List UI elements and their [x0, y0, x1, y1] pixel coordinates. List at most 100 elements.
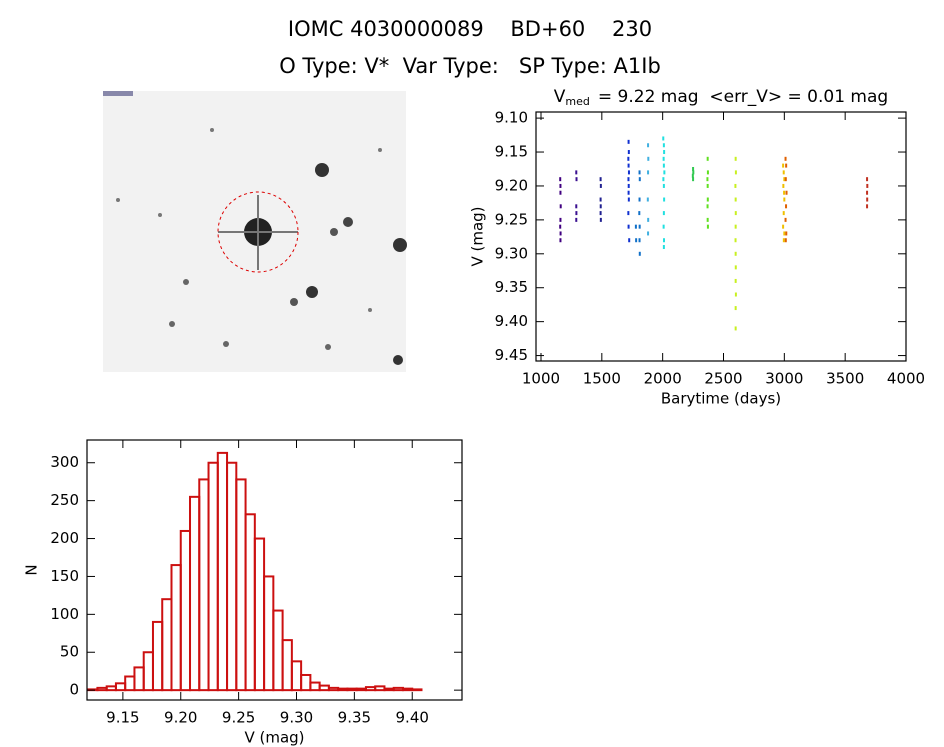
x-tick-label: 3500: [826, 370, 864, 388]
histogram-bar: [244, 513, 256, 692]
y-tick-label: 100: [50, 605, 79, 623]
data-point: [662, 245, 665, 250]
data-point: [559, 224, 562, 229]
data-point: [663, 170, 666, 175]
data-point: [647, 217, 650, 222]
data-point: [866, 204, 869, 209]
data-point: [734, 292, 737, 297]
data-point: [706, 177, 709, 182]
y-tick-label: 9.15: [495, 143, 528, 161]
data-point: [662, 224, 665, 229]
x-tick-label: 1500: [583, 370, 621, 388]
data-point: [784, 217, 787, 222]
histogram-bar: [374, 685, 386, 692]
x-tick-label: 9.30: [280, 709, 313, 727]
data-point: [734, 156, 737, 161]
histogram-bar: [364, 686, 377, 692]
data-point: [734, 224, 737, 229]
y-tick-label: 0: [69, 681, 79, 699]
data-point: [575, 217, 578, 222]
x-tick-label: 9.20: [164, 709, 197, 727]
data-point: [692, 177, 695, 182]
data-point: [638, 224, 641, 229]
y-tick-label: 150: [50, 567, 79, 585]
y-tick-label: 9.30: [495, 244, 528, 262]
histogram-bar: [124, 675, 136, 692]
star-field-image: [103, 91, 407, 372]
data-point: [662, 177, 665, 182]
data-point: [663, 150, 666, 155]
data-point: [662, 183, 665, 188]
data-point: [866, 183, 869, 188]
data-point: [599, 217, 602, 222]
histogram-bar: [142, 651, 154, 692]
data-point: [734, 197, 737, 202]
data-point: [782, 211, 785, 216]
histogram-bar: [105, 685, 117, 692]
y-tick-label: 9.20: [495, 176, 528, 194]
data-point: [634, 224, 637, 229]
y-tick-label: 9.10: [495, 109, 528, 127]
y-axis-label: V (mag): [469, 206, 487, 266]
x-tick-label: 9.40: [396, 709, 429, 727]
data-point: [783, 190, 786, 195]
y-axis-label: N: [23, 564, 41, 575]
histogram-bar: [96, 686, 108, 692]
data-point: [599, 211, 602, 216]
data-point: [866, 177, 869, 182]
histogram-bar: [300, 673, 312, 692]
x-axis-label: V (mag): [244, 729, 304, 747]
data-point: [785, 190, 788, 195]
histogram-bar: [337, 687, 349, 692]
x-tick-label: 9.35: [338, 709, 371, 727]
histogram-bar: [281, 639, 293, 692]
data-point: [734, 211, 737, 216]
data-point: [599, 177, 602, 182]
histogram-bar: [253, 537, 266, 692]
data-point: [575, 177, 578, 182]
histogram-bar: [318, 684, 330, 692]
data-point: [627, 211, 630, 216]
data-point: [638, 177, 641, 182]
data-point: [782, 238, 785, 243]
data-point: [662, 143, 665, 148]
data-point: [662, 156, 665, 161]
data-point: [692, 166, 695, 171]
histogram-bar: [216, 451, 229, 692]
data-point: [575, 211, 578, 216]
histogram-bar: [327, 686, 340, 692]
x-tick-label: 4000: [887, 370, 925, 388]
scatter-title: Vmed = 9.22 mag <err_V> = 0.01 mag: [554, 87, 888, 108]
data-point: [638, 251, 641, 256]
data-point: [783, 231, 786, 236]
data-point: [785, 231, 788, 236]
x-tick-label: 2000: [644, 370, 682, 388]
data-point: [627, 163, 630, 168]
data-point: [627, 150, 630, 155]
data-point: [627, 156, 630, 161]
data-point: [782, 163, 785, 168]
data-point: [662, 238, 665, 243]
data-point: [706, 183, 709, 188]
data-point: [599, 204, 602, 209]
histogram-bar: [151, 620, 164, 692]
data-point: [866, 190, 869, 195]
title-line-2: O Type: V* Var Type: SP Type: A1Ib: [279, 54, 661, 78]
data-point: [559, 183, 562, 188]
y-tick-label: 300: [50, 453, 79, 471]
data-point: [627, 224, 630, 229]
data-point: [575, 170, 578, 175]
data-point: [647, 231, 650, 236]
data-point: [706, 204, 709, 209]
y-tick-label: 9.25: [495, 210, 528, 228]
y-tick-label: 9.35: [495, 278, 528, 296]
data-point: [662, 136, 665, 141]
data-point: [734, 170, 737, 175]
histogram-bar: [198, 478, 210, 692]
data-point: [647, 156, 650, 161]
title-line-1: IOMC 4030000089 BD+60 230: [288, 17, 652, 41]
histogram-bar: [170, 564, 182, 692]
histogram-bar: [161, 598, 173, 692]
data-point: [647, 170, 650, 175]
data-point: [734, 265, 737, 270]
